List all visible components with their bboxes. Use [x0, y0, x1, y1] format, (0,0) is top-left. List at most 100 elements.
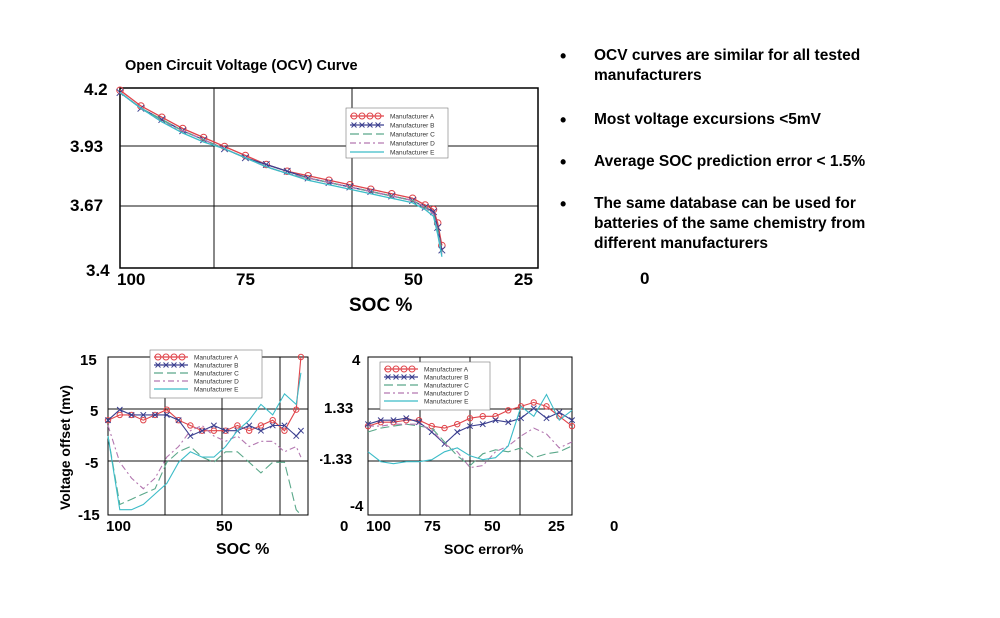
data-point-marker: [116, 86, 124, 95]
soc-error-chart: 4 1.33 -1.33 -4 0 100 75 50 25 0 SOC err…: [320, 352, 618, 557]
ocv-legend: Manufacturer A Manufacturer B Manufacturer…: [345, 107, 449, 159]
data-point-marker: [479, 421, 486, 428]
legend-marker: [359, 122, 365, 128]
ocv-series-group: [116, 86, 446, 257]
ocv-chart-title: Open Circuit Voltage (OCV) Curve: [125, 58, 358, 74]
socerr-x-tick-label: 100: [366, 518, 391, 535]
series-line-manufacturer-d: [119, 91, 443, 255]
legend-marker: [409, 374, 415, 380]
socerr-y-tick-zero: 0: [340, 518, 348, 535]
data-point-marker: [454, 420, 461, 428]
socerr-y-tick-label: 4: [352, 352, 361, 369]
data-point-marker: [257, 422, 265, 429]
data-point-marker: [492, 413, 499, 420]
socerr-x-tick-label: 50: [484, 518, 501, 535]
series-line-manufacturer-a: [119, 89, 443, 246]
legend-marker: [385, 374, 391, 380]
offset-y-tick-label: -5: [85, 455, 98, 472]
data-point-marker: [293, 432, 300, 440]
bullet-dot: •: [560, 152, 567, 172]
data-point-marker: [241, 151, 250, 160]
legend-marker: [178, 353, 186, 361]
data-point-marker: [403, 417, 410, 424]
legend-label: Manufacturer C: [424, 383, 469, 390]
bullet-text: Average SOC prediction error < 1.5%: [594, 153, 866, 170]
data-point-marker: [116, 406, 123, 413]
ocv-x-tick-label: 100: [117, 270, 145, 289]
series-line-manufacturer-e: [119, 91, 443, 257]
data-point-marker: [281, 422, 288, 429]
data-point-marker: [210, 427, 218, 434]
legend-label: Manufacturer A: [194, 355, 239, 362]
legend-label: Manufacturer E: [194, 387, 239, 394]
data-point-marker: [234, 422, 241, 429]
offset-y-tick-label: 15: [80, 352, 97, 369]
socerr-y-tick-label: -4: [350, 498, 364, 515]
data-point-marker: [568, 417, 576, 424]
legend-label: Manufacturer C: [390, 132, 435, 139]
data-point-marker: [246, 422, 253, 429]
offset-x-tick-label: 100: [106, 518, 131, 535]
ocv-x-tick-zero: 0: [640, 269, 649, 288]
legend-label: Manufacturer B: [194, 363, 238, 370]
data-point-marker: [152, 411, 159, 418]
series-line-manufacturer-d: [107, 424, 302, 490]
data-point-marker: [297, 427, 304, 434]
legend-marker: [179, 362, 185, 368]
offset-y-axis-label: Voltage offset (mv): [57, 385, 73, 510]
data-point-marker: [222, 427, 229, 434]
legend-label: Manufacturer E: [424, 399, 469, 406]
bullet-text: The same database can be used for batter…: [594, 195, 866, 252]
legend-marker: [162, 353, 170, 361]
legend-marker: [392, 365, 400, 373]
data-point-marker: [441, 440, 448, 447]
legend-marker: [155, 362, 161, 368]
legend-marker: [367, 122, 373, 128]
data-point-marker: [415, 419, 423, 426]
data-point-marker: [210, 422, 217, 429]
data-point-marker: [220, 142, 229, 151]
legend-marker: [163, 362, 169, 368]
offset-y-label-holder: Voltage offset (mv): [57, 385, 73, 510]
data-point-marker: [517, 403, 525, 410]
legend-label: Manufacturer D: [390, 141, 435, 148]
ocv-y-tick-label: 3.67: [70, 196, 103, 215]
legend-marker: [171, 362, 177, 368]
data-point-marker: [387, 189, 396, 198]
data-point-marker: [530, 399, 537, 406]
data-point-marker: [257, 427, 264, 434]
data-point-marker: [128, 411, 135, 418]
series-line-manufacturer-e: [107, 372, 302, 511]
data-point-marker: [158, 115, 166, 124]
data-point-marker: [346, 180, 354, 189]
data-point-marker: [198, 427, 206, 434]
legend-label: Manufacturer A: [390, 114, 435, 121]
ocv-plot-area: [119, 87, 539, 269]
data-point-marker: [505, 407, 512, 414]
ocv-x-tick-label: 25: [514, 270, 533, 289]
data-point-marker: [505, 419, 512, 426]
data-point-marker: [543, 403, 550, 410]
data-point-marker: [104, 417, 112, 424]
legend-label: Manufacturer A: [424, 367, 469, 374]
data-point-marker: [283, 167, 292, 176]
series-line-manufacturer-c: [107, 435, 302, 516]
data-point-marker: [187, 422, 194, 429]
data-point-marker: [466, 415, 474, 422]
data-point-marker: [140, 417, 147, 424]
data-point-marker: [415, 417, 423, 424]
legend-marker: [393, 374, 399, 380]
data-point-marker: [543, 415, 550, 422]
data-point-marker: [199, 427, 206, 434]
data-point-marker: [304, 171, 312, 180]
data-point-marker: [199, 133, 208, 142]
offset-x-tick-label: 50: [216, 518, 233, 535]
legend-marker: [408, 365, 416, 373]
bullet-dot: •: [560, 46, 567, 66]
socerr-x-tick-label: 25: [548, 518, 565, 535]
data-point-marker: [269, 417, 276, 424]
data-point-marker: [568, 422, 576, 430]
legend-marker: [366, 112, 374, 120]
data-point-marker: [367, 185, 375, 194]
